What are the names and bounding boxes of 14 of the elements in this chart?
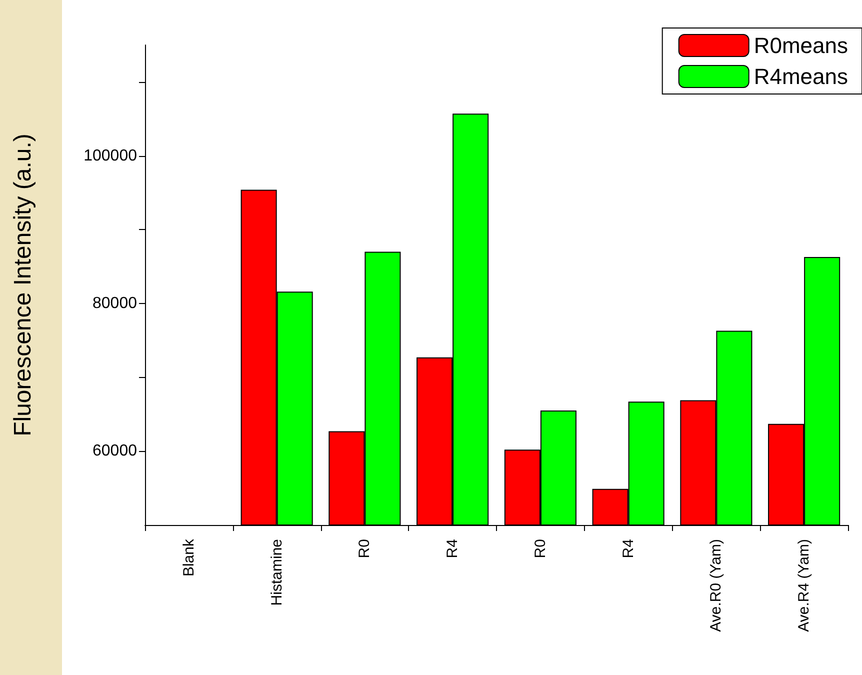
y-tick-label: 80000 xyxy=(92,294,138,312)
y-axis-title: Fluorescence Intensity (a.u.) xyxy=(10,134,36,436)
x-tick-label: R0 xyxy=(356,539,374,558)
x-tick-label: Ave.R0 (Yam) xyxy=(708,539,725,632)
x-tick-label: R4 xyxy=(444,539,462,558)
x-tick-label: Ave.R4 (Yam) xyxy=(796,539,813,632)
y-tick-label: 60000 xyxy=(92,442,138,460)
x-tick-label: R0 xyxy=(532,539,549,558)
legend-label: R4means xyxy=(754,64,848,89)
x-tick-label: Histamine xyxy=(268,539,286,606)
legend-label: R0means xyxy=(754,33,848,58)
y-tick-label: 100000 xyxy=(84,147,138,164)
x-tick-label: R4 xyxy=(620,539,637,558)
x-tick-label: Blank xyxy=(180,538,198,577)
